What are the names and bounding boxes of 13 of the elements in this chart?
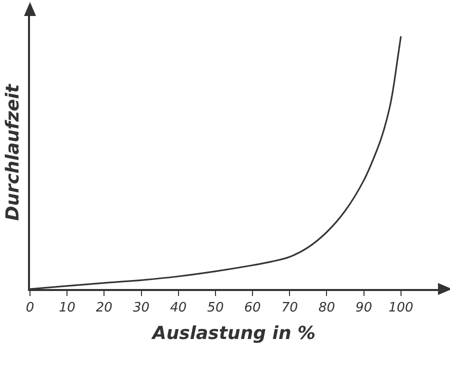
x-tick-label: 80 (318, 300, 336, 316)
x-axis-title: Auslastung in % (150, 323, 316, 344)
x-tick-label: 40 (170, 300, 187, 316)
x-tick-label: 50 (207, 300, 224, 316)
x-tick-label: 60 (244, 300, 261, 316)
x-tick-label: 70 (281, 300, 298, 316)
x-tick-label: 30 (132, 300, 150, 316)
y-axis-title: Durchlaufzeit (2, 82, 24, 221)
x-tick-label: 20 (96, 300, 112, 316)
x-tick-label: 90 (356, 300, 372, 316)
x-tick-label: 100 (388, 300, 414, 316)
x-tick-label: 0 (26, 300, 34, 316)
x-tick-label: 10 (58, 300, 76, 316)
